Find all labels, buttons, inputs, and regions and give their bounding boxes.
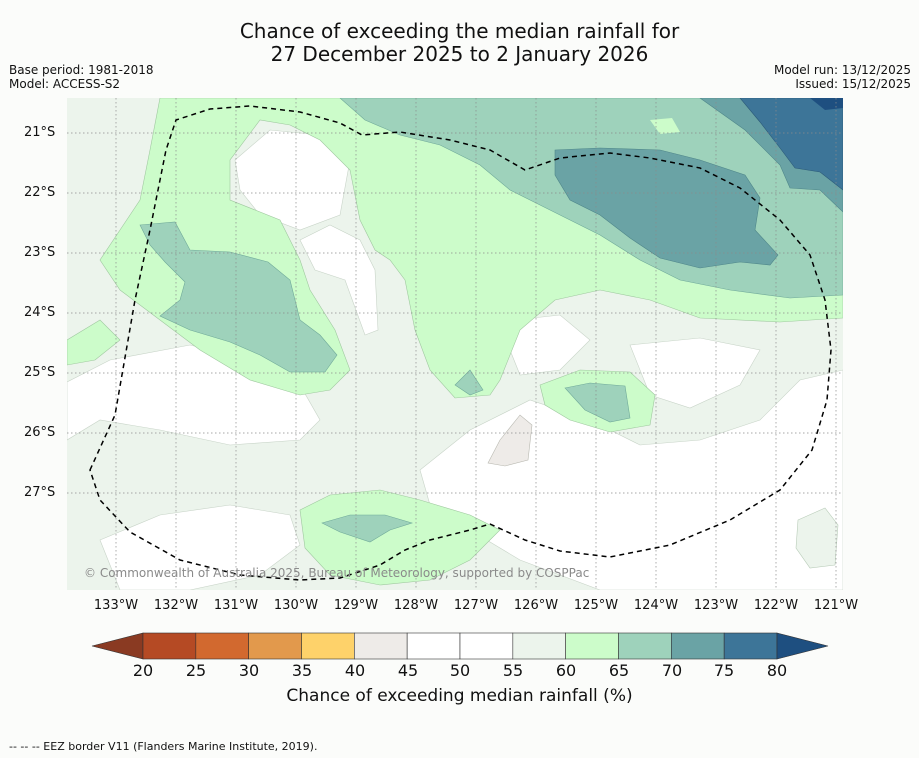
lon-label: 127°W [453,598,499,613]
lon-label: 121°W [813,598,859,613]
colorbar-cell [142,632,197,660]
band-50-55-north [234,129,351,231]
eez-footnote: -- -- -- EEZ border V11 (Flanders Marine… [9,740,318,753]
band-75-80 [739,98,843,191]
map-title: Chance of exceeding the median rainfall … [0,20,919,66]
lon-label: 132°W [153,598,199,613]
colorbar-title: Chance of exceeding median rainfall (%) [286,686,633,706]
lon-label: 122°W [753,598,799,613]
colorbar-tick-label: 50 [449,661,471,680]
colorbar-cell [723,632,778,660]
band-50-55-bottom [99,504,301,590]
lon-label: 129°W [333,598,379,613]
title-line-1: Chance of exceeding the median rainfall … [239,19,680,43]
colorbar-tick-label: 65 [608,661,630,680]
colorbar-tick-label: 35 [291,661,313,680]
band-60-65-south [299,489,501,586]
colorbar-tick-label: 80 [766,661,788,680]
lat-label: 24°S [24,305,56,320]
colorbar-cell [671,632,725,660]
title-line-2: 27 December 2025 to 2 January 2026 [270,42,649,66]
colorbar-over-arrow [776,632,829,660]
lat-label: 26°S [24,425,56,440]
model-name: Model: ACCESS-S2 [9,77,121,91]
colorbar-tick-label: 25 [185,661,207,680]
lon-label: 123°W [693,598,739,613]
eez-border [89,105,832,581]
colorbar-cell [565,632,619,660]
base-info: Base period: 1981-2018 Model: ACCESS-S2 [9,63,154,91]
colorbar-tick-label: 45 [397,661,419,680]
model-run-date: Model run: 13/12/2025 [773,63,911,77]
graticule [67,98,843,590]
lat-label: 21°S [24,125,56,140]
colorbar-tick-label: 20 [132,661,154,680]
rainfall-probability-field [67,98,843,590]
lon-label: 125°W [573,598,619,613]
band-70-75 [554,147,779,269]
lon-label: 131°W [213,598,259,613]
colorbar-tick-label: 75 [713,661,735,680]
colorbar-cell [354,632,408,660]
colorbar-cell [195,632,249,660]
colorbar-tick-label: 55 [502,661,524,680]
colorbar [91,632,829,660]
lon-label: 124°W [633,598,679,613]
lat-label: 25°S [24,365,56,380]
colorbar-cell [459,632,514,660]
white-spot-ne [650,118,680,134]
band-65-70-small [454,369,484,396]
colorbar-cell [248,632,302,660]
band-50-55-west [299,224,379,336]
band-65-70-west [139,221,338,373]
lat-label: 22°S [24,185,56,200]
colorbar-cell [406,632,461,660]
band-65-70-center [564,382,631,423]
colorbar-tick-label: 70 [661,661,683,680]
band-45-50-patch [487,414,533,467]
colorbar-cell [512,632,566,660]
band-65-70-southeast [795,507,839,569]
band-60-65-left [67,319,121,366]
lon-label: 126°W [513,598,559,613]
lon-label: 133°W [93,598,139,613]
colorbar-cell [618,632,672,660]
lat-label: 27°S [24,485,56,500]
colorbar-under-arrow [91,632,144,660]
copyright-credit: © Commonwealth of Australia 2025, Bureau… [84,566,590,580]
band-over-80 [810,98,843,110]
run-info: Model run: 13/12/2025 Issued: 15/12/2025 [774,63,911,91]
lon-label: 128°W [393,598,439,613]
colorbar-tick-label: 40 [344,661,366,680]
lon-label: 130°W [273,598,319,613]
base-period: Base period: 1981-2018 [9,63,154,77]
lat-label: 23°S [24,245,56,260]
colorbar-cell [301,632,355,660]
colorbar-tick-label: 60 [555,661,577,680]
issued-date: Issued: 15/12/2025 [795,77,911,91]
colorbar-tick-label: 30 [238,661,260,680]
